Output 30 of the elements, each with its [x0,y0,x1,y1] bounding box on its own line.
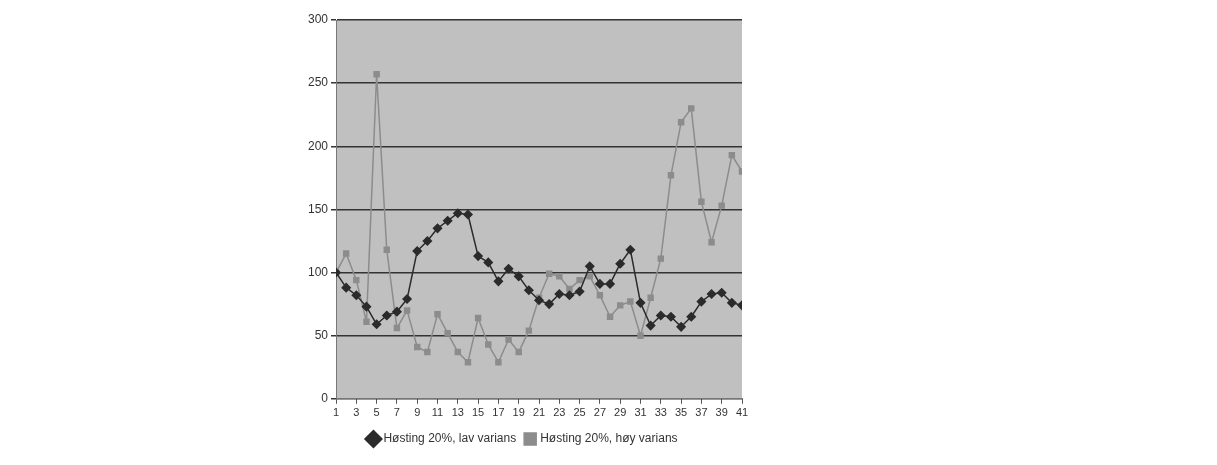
x-tick-label: 31 [634,406,647,419]
y-tick-label: 200 [307,138,329,153]
x-tick-label: 11 [431,406,444,419]
x-tick-label: 37 [695,406,708,419]
x-tick-label: 13 [451,406,464,419]
x-tick-label: 17 [492,406,505,419]
x-tick-label: 21 [532,406,546,419]
y-tick-label: 150 [307,201,329,216]
x-tick-label: 33 [654,406,667,419]
x-tick-label: 7 [393,406,400,419]
x-tick-label: 23 [553,406,566,419]
x-tick-label: 27 [593,406,607,419]
y-tick-label: 50 [314,327,329,342]
x-tick-label: 5 [373,406,380,419]
x-tick-label: 3 [353,406,360,419]
x-tick-label: 25 [573,406,586,419]
x-tick-label: 1 [332,406,340,419]
y-tick-label: 250 [307,75,329,90]
x-tick-label: 29 [614,406,627,419]
x-tick-label: 19 [512,406,525,419]
legend-label: Høsting 20%, lav varians [383,431,517,446]
legend-label: Høsting 20%, høy varians [540,431,678,446]
x-tick-label: 9 [414,406,421,419]
x-tick-label: 35 [674,406,688,419]
x-tick-label: 15 [471,406,485,419]
x-tick-label: 41 [735,406,749,419]
y-tick-label: 0 [321,391,329,406]
x-tick-label: 39 [715,406,728,419]
y-tick-label: 300 [307,12,329,27]
y-tick-label: 100 [307,264,329,279]
